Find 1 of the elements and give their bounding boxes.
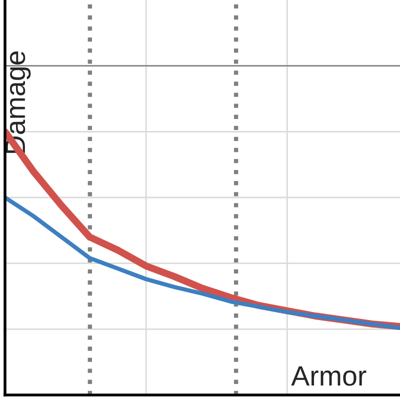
x-axis-title: Armor	[291, 366, 366, 386]
